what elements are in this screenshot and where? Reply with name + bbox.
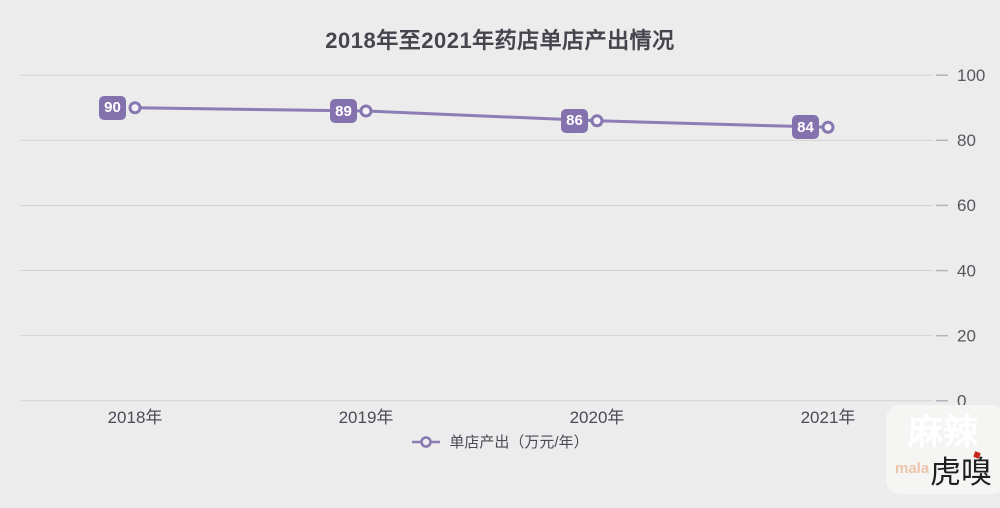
y-axis-label: 60 xyxy=(957,196,976,215)
y-axis-label: 0 xyxy=(957,392,966,411)
x-axis-label: 2020年 xyxy=(570,408,625,427)
x-axis-label: 2019年 xyxy=(339,408,394,427)
data-label-badge: 90 xyxy=(99,95,126,120)
watermark-logo: 麻辣 mala 虎嗅 xyxy=(886,405,1000,494)
legend-marker-icon[interactable] xyxy=(411,435,441,449)
data-label-badge: 84 xyxy=(792,115,819,140)
data-label-badge: 89 xyxy=(330,99,357,124)
y-axis-label: 100 xyxy=(957,66,985,85)
legend: 单店产出（万元/年） xyxy=(0,431,1000,452)
y-axis-label: 80 xyxy=(957,131,976,150)
watermark-mala-cn-text: 麻辣 xyxy=(907,413,978,452)
data-point-marker xyxy=(128,101,142,115)
chart-title: 2018年至2021年药店单店产出情况 xyxy=(325,28,675,53)
data-label-badge: 86 xyxy=(561,108,588,133)
x-axis-label: 2018年 xyxy=(108,408,163,427)
watermark-mala-pinyin-text: mala xyxy=(895,460,930,477)
watermark-huxiu-text: 虎嗅 xyxy=(930,455,992,490)
x-axis-label: 2021年 xyxy=(801,408,856,427)
y-axis-label: 40 xyxy=(957,261,976,280)
legend-label[interactable]: 单店产出（万元/年） xyxy=(449,434,589,451)
data-point-marker xyxy=(359,104,373,118)
y-axis-label: 20 xyxy=(957,326,976,345)
data-point-marker xyxy=(590,114,604,128)
data-point-marker xyxy=(821,120,835,134)
series-line xyxy=(133,106,830,129)
